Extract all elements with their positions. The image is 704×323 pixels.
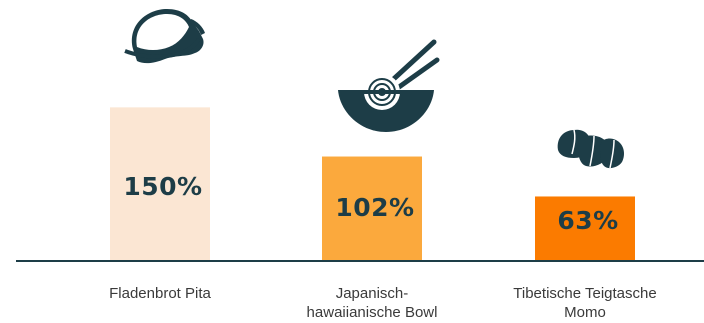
bar-3: [535, 196, 635, 261]
category-label-2-line-1: Japanisch-: [336, 285, 409, 302]
bar-value-label-3: 63%: [557, 206, 618, 235]
bar-value-label-2: 102%: [335, 193, 414, 222]
labels-layer: 150% Fladenbrot Pita 102% Japanisch-hawaiia…: [109, 172, 657, 321]
category-label-3-line-2: Momo: [564, 304, 606, 321]
pita-icon: [124, 9, 205, 64]
bar-1: [110, 107, 210, 261]
bars-layer: [110, 107, 635, 261]
category-label-2-line-2: hawaiianische Bowl: [307, 304, 438, 321]
bar-2: [322, 156, 422, 261]
momo-icon: [557, 129, 624, 169]
bar-value-label-1: 150%: [123, 172, 202, 201]
category-label-1-line-1: Fladenbrot Pita: [109, 285, 211, 302]
icons-layer: [124, 9, 624, 169]
category-label-3-line-1: Tibetische Teigtasche: [513, 285, 656, 302]
bowl-icon: [338, 39, 440, 132]
